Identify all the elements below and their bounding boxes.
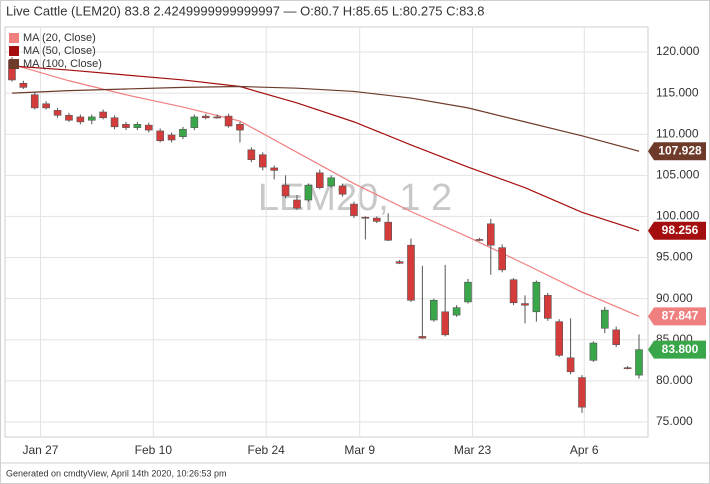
candle-body: [361, 216, 370, 219]
candle-body: [133, 124, 142, 128]
y-tick-label: 90.000: [656, 291, 693, 305]
y-tick-label: 80.000: [656, 373, 693, 387]
candle-body: [304, 184, 313, 201]
candle-body: [144, 124, 153, 131]
candle-body: [418, 336, 427, 339]
candle-body: [429, 299, 438, 321]
ma-line: [11, 85, 640, 152]
candle-body: [612, 329, 620, 345]
candle-body: [76, 116, 85, 123]
candle-body: [327, 177, 335, 187]
candle-body: [600, 309, 609, 329]
y-tick-label: 115.000: [656, 85, 699, 99]
ma-tag-bg: [648, 307, 706, 326]
candle-body: [270, 167, 278, 171]
candle-body: [384, 221, 392, 241]
legend-label: MA (100, Close): [23, 58, 102, 70]
candle-body: [293, 199, 301, 209]
candle-body: [578, 377, 586, 408]
ma-tag-bg: [648, 221, 706, 240]
candle-body: [179, 128, 187, 137]
ma-line: [11, 65, 640, 232]
candle-body: [110, 117, 119, 128]
y-tick-label: 110.000: [656, 126, 699, 140]
candle-body: [395, 261, 404, 264]
candle-body: [441, 311, 449, 336]
candle-body: [53, 110, 62, 116]
candle-body: [281, 184, 290, 197]
legend-swatch: [9, 33, 19, 43]
candle-body: [509, 279, 518, 304]
x-tick-label: Feb 24: [248, 443, 286, 457]
candle-body: [475, 239, 484, 241]
candle-body: [464, 281, 472, 303]
candle-body: [19, 82, 28, 88]
y-tick-label: 100.000: [656, 209, 700, 223]
footer: Generated on cmdtyView, April 14th 2020,…: [6, 468, 226, 478]
x-tick-label: Jan 27: [22, 443, 58, 457]
candle-body: [42, 103, 50, 109]
candle-body: [532, 281, 541, 313]
candle-body: [201, 115, 210, 119]
x-tick-label: Mar 9: [344, 443, 375, 457]
candle-body: [122, 124, 130, 128]
x-tick-label: Apr 6: [570, 443, 599, 457]
y-tick-label: 75.000: [656, 414, 693, 428]
candle-body: [190, 116, 199, 128]
candle-body: [623, 367, 632, 369]
candle-body: [566, 357, 575, 373]
candle-body: [87, 116, 96, 121]
candle-body: [407, 244, 415, 301]
ma-tag: 87.847: [662, 309, 699, 323]
ma-line: [11, 63, 640, 317]
candle-body: [99, 111, 107, 119]
x-tick-label: Feb 10: [135, 443, 173, 457]
candle-body: [156, 130, 164, 142]
legend-label: MA (50, Close): [23, 45, 96, 57]
candle-body: [236, 124, 244, 131]
candle-body: [315, 172, 324, 188]
candle-body: [486, 223, 495, 246]
ma-tag: 107.928: [658, 143, 702, 157]
candle-body: [555, 321, 563, 356]
ma-tag-bg: [648, 142, 706, 161]
price-tag: 83.800: [662, 342, 699, 356]
legend-label: MA (20, Close): [23, 32, 96, 44]
candle-body: [498, 247, 506, 271]
candle-body: [543, 295, 552, 319]
candle-body: [30, 94, 39, 109]
chart-title: Live Cattle (LEM20) 83.8 2.4249999999999…: [6, 3, 484, 18]
y-tick-label: 105.000: [656, 167, 700, 181]
candle-body: [589, 342, 598, 361]
candle-body: [452, 307, 461, 316]
y-tick-label: 95.000: [656, 250, 693, 264]
price-tag-bg: [648, 340, 706, 359]
candle-body: [65, 114, 73, 121]
candle-body: [247, 149, 256, 160]
y-tick-label: 120.000: [656, 44, 700, 58]
candle-body: [350, 203, 358, 216]
plot-area: [4, 26, 649, 438]
candle-body: [167, 134, 176, 141]
candle-body: [521, 303, 529, 306]
ma-tag: 98.256: [662, 223, 699, 237]
legend-swatch: [9, 46, 19, 56]
legend-swatch: [9, 59, 19, 69]
candle-body: [213, 116, 221, 119]
candle-body: [338, 185, 347, 195]
x-tick-label: Mar 23: [454, 443, 492, 457]
candle-body: [635, 349, 643, 376]
candle-body: [372, 217, 381, 222]
candle-body: [258, 154, 267, 168]
candle-body: [224, 115, 233, 127]
